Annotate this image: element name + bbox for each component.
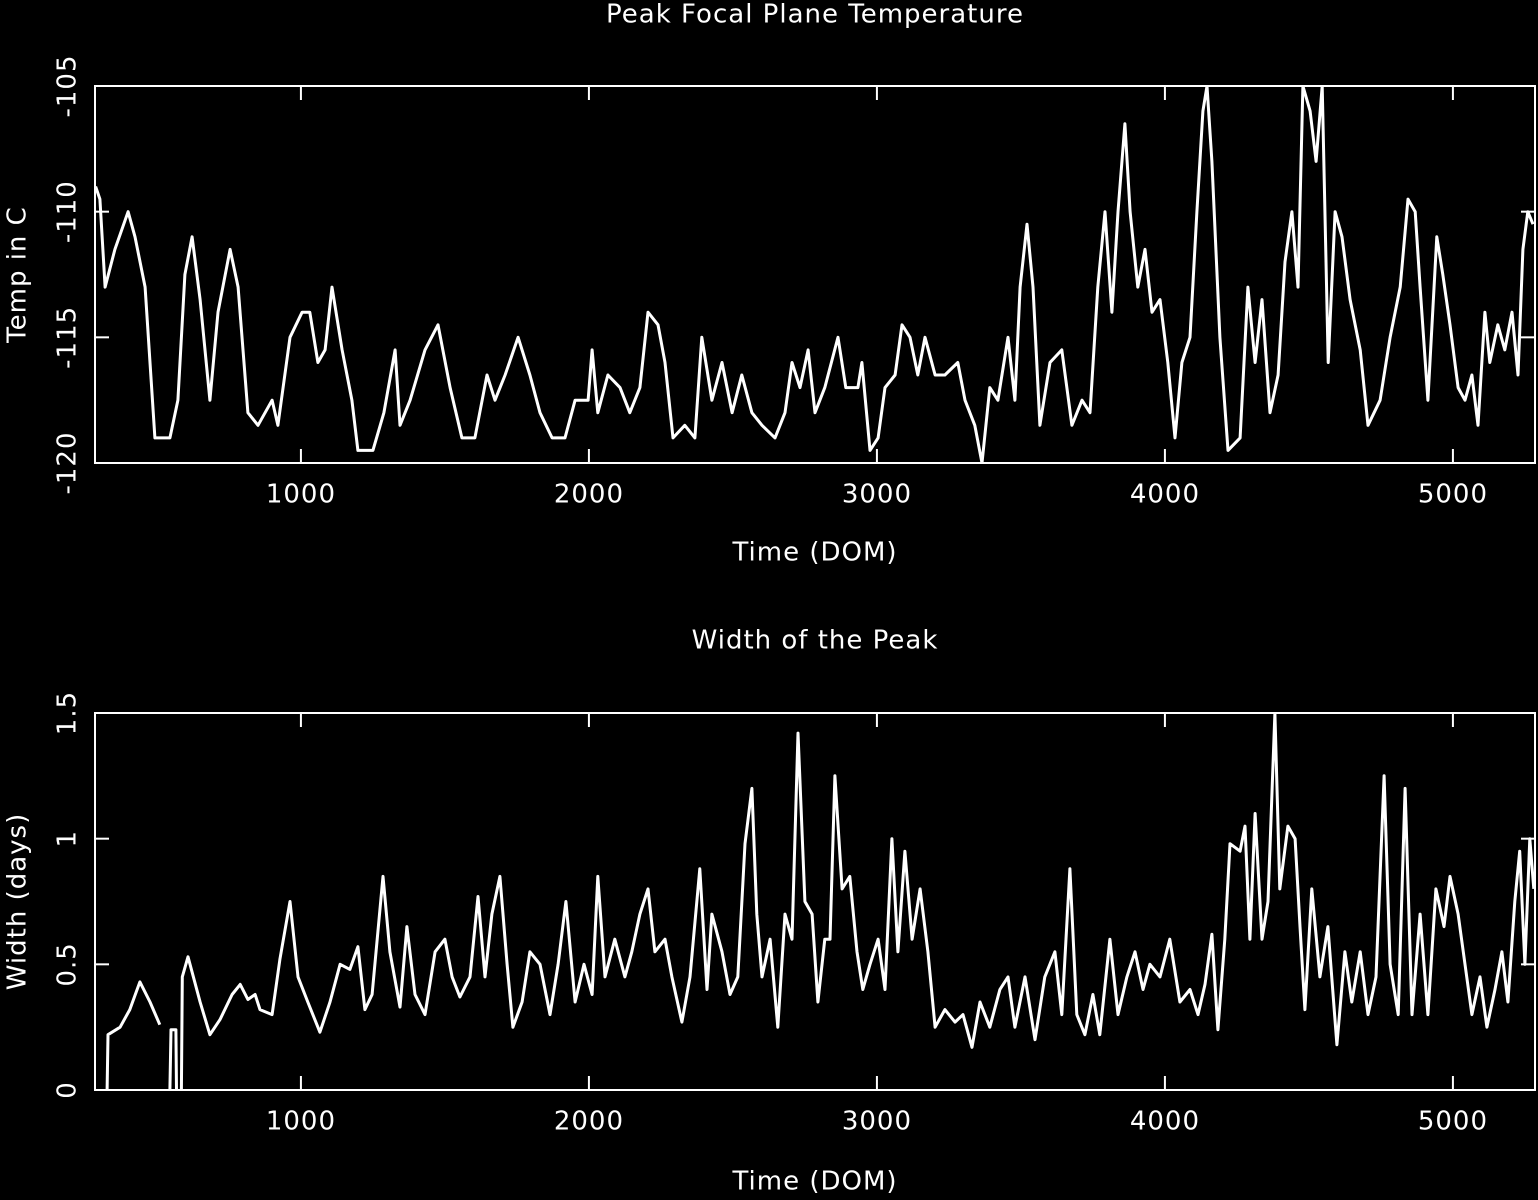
data-line (105, 713, 1535, 1090)
x-tick-label: 3000 (842, 1107, 912, 1137)
y-tick-label: 1.5 (53, 691, 83, 735)
x-tick-label: 1000 (266, 480, 336, 510)
x-axis-label: Time (DOM) (731, 538, 897, 568)
x-axis-label: Time (DOM) (731, 1167, 897, 1197)
x-tick-label: 2000 (554, 1107, 624, 1137)
y-tick-label: -105 (53, 54, 83, 117)
y-axis-label: Width (days) (3, 813, 33, 990)
chart-title: Peak Focal Plane Temperature (606, 0, 1024, 30)
y-tick-label: 0 (53, 1081, 83, 1099)
x-tick-label: 5000 (1418, 480, 1488, 510)
y-tick-label: -115 (53, 306, 83, 369)
plot-frame (94, 85, 1536, 464)
x-tick-label: 3000 (842, 480, 912, 510)
y-tick-label: -110 (53, 180, 83, 243)
chart-title: Width of the Peak (692, 626, 939, 656)
y-axis-label: Temp in C (3, 206, 33, 344)
x-tick-label: 4000 (1130, 480, 1200, 510)
x-tick-label: 2000 (554, 480, 624, 510)
y-tick-label: 1 (53, 830, 83, 848)
y-tick-label: 0.5 (53, 942, 83, 986)
data-line (95, 86, 1535, 463)
x-tick-label: 4000 (1130, 1107, 1200, 1137)
plot-frame (94, 712, 1536, 1091)
x-tick-label: 1000 (266, 1107, 336, 1137)
y-tick-label: -120 (53, 431, 83, 494)
x-tick-label: 5000 (1418, 1107, 1488, 1137)
